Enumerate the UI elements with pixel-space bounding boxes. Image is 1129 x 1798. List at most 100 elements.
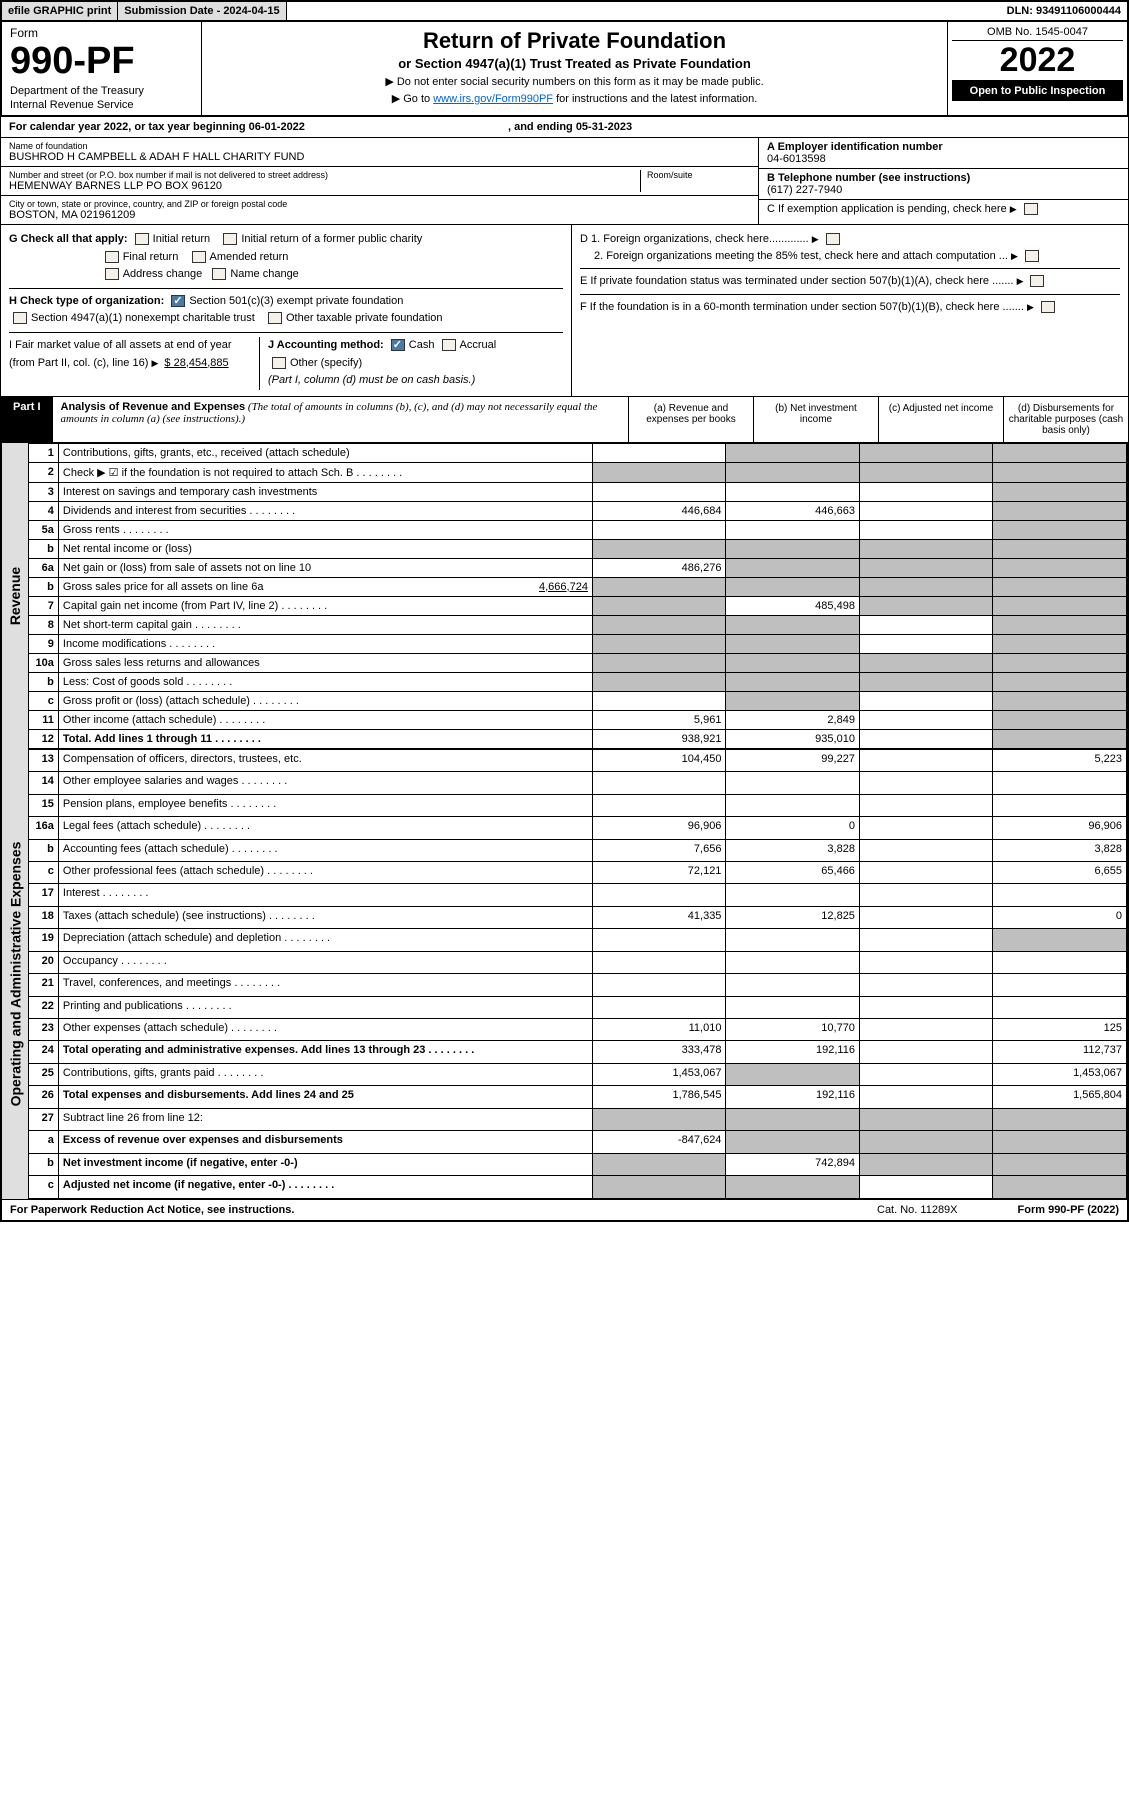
expenses-sidebar: Operating and Administrative Expenses [7, 841, 23, 1106]
footer: For Paperwork Reduction Act Notice, see … [0, 1199, 1129, 1222]
table-row: 1Contributions, gifts, grants, etc., rec… [29, 443, 1127, 462]
top-bar: efile GRAPHIC print Submission Date - 20… [0, 0, 1129, 22]
irs-link[interactable]: www.irs.gov/Form990PF [433, 93, 553, 105]
checkbox-initial[interactable] [135, 233, 149, 245]
checkbox-cash[interactable] [391, 339, 405, 351]
expenses-section: Operating and Administrative Expenses 13… [0, 749, 1129, 1199]
city: BOSTON, MA 021961209 [9, 209, 750, 221]
checkbox-c[interactable] [1024, 203, 1038, 215]
table-row: 10aGross sales less returns and allowanc… [29, 653, 1127, 672]
checkbox-namechg[interactable] [212, 268, 226, 280]
table-row: 12Total. Add lines 1 through 11938,92193… [29, 729, 1127, 748]
arrow-icon [1011, 250, 1021, 262]
table-row: 17Interest [29, 884, 1127, 906]
table-row: 18Taxes (attach schedule) (see instructi… [29, 906, 1127, 928]
arrow-icon [1027, 301, 1037, 313]
table-row: 22Printing and publications [29, 996, 1127, 1018]
instr-ssn: ▶ Do not enter social security numbers o… [212, 75, 937, 88]
checkbox-othertax[interactable] [268, 312, 282, 324]
table-row: 2Check ▶ ☑ if the foundation is not requ… [29, 462, 1127, 482]
table-row: cAdjusted net income (if negative, enter… [29, 1176, 1127, 1199]
table-row: aExcess of revenue over expenses and dis… [29, 1131, 1127, 1153]
part1-tab: Part I [1, 397, 53, 442]
instr-link: ▶ Go to www.irs.gov/Form990PF for instru… [212, 92, 937, 105]
table-row: 23Other expenses (attach schedule)11,010… [29, 1019, 1127, 1041]
foundation-name: BUSHROD H CAMPBELL & ADAH F HALL CHARITY… [9, 151, 750, 163]
telephone: (617) 227-7940 [767, 184, 1120, 196]
form-header: Form 990-PF Department of the Treasury I… [0, 22, 1129, 117]
calendar-year-row: For calendar year 2022, or tax year begi… [0, 117, 1129, 138]
table-row: 19Depreciation (attach schedule) and dep… [29, 929, 1127, 951]
ein-label: A Employer identification number [767, 141, 1120, 153]
dept: Department of the Treasury [10, 85, 193, 97]
table-row: bLess: Cost of goods sold [29, 672, 1127, 691]
dln: DLN: 93491106000444 [1001, 2, 1127, 20]
d1-label: D 1. Foreign organizations, check here..… [580, 233, 809, 245]
col-a-hdr: (a) Revenue and expenses per books [628, 397, 753, 442]
col-b-hdr: (b) Net investment income [753, 397, 878, 442]
form-title: Return of Private Foundation [212, 28, 937, 54]
j-label: J Accounting method: [268, 339, 384, 351]
identity-block: Name of foundation BUSHROD H CAMPBELL & … [0, 138, 1129, 225]
pra-notice: For Paperwork Reduction Act Notice, see … [10, 1204, 294, 1216]
checks-row: G Check all that apply: Initial return I… [0, 225, 1129, 397]
part1-header: Part I Analysis of Revenue and Expenses … [0, 397, 1129, 443]
submission-date: Submission Date - 2024-04-15 [118, 2, 286, 20]
cat-no: Cat. No. 11289X [877, 1204, 958, 1216]
tel-label: B Telephone number (see instructions) [767, 172, 1120, 184]
checkbox-other-method[interactable] [272, 357, 286, 369]
table-row: 4Dividends and interest from securities4… [29, 501, 1127, 520]
checkbox-amended[interactable] [192, 251, 206, 263]
addr-label: Number and street (or P.O. box number if… [9, 170, 640, 180]
checkbox-d2[interactable] [1025, 250, 1039, 262]
checkbox-e[interactable] [1030, 275, 1044, 287]
table-row: 11Other income (attach schedule)5,9612,8… [29, 710, 1127, 729]
room-label: Room/suite [647, 170, 750, 180]
table-row: bGross sales price for all assets on lin… [29, 577, 1127, 596]
address: HEMENWAY BARNES LLP PO BOX 96120 [9, 180, 640, 192]
table-row: 24Total operating and administrative exp… [29, 1041, 1127, 1063]
arrow-icon [1010, 203, 1020, 215]
open-inspection: Open to Public Inspection [952, 81, 1123, 101]
form-number: 990-PF [10, 40, 193, 83]
checkbox-addrchg[interactable] [105, 268, 119, 280]
arrow-icon [151, 357, 161, 369]
table-row: 20Occupancy [29, 951, 1127, 973]
table-row: 8Net short-term capital gain [29, 615, 1127, 634]
checkbox-4947[interactable] [13, 312, 27, 324]
arrow-icon [812, 233, 822, 245]
form-ref: Form 990-PF (2022) [1018, 1204, 1119, 1216]
checkbox-f[interactable] [1041, 301, 1055, 313]
table-row: 26Total expenses and disbursements. Add … [29, 1086, 1127, 1108]
table-row: 25Contributions, gifts, grants paid1,453… [29, 1063, 1127, 1085]
checkbox-d1[interactable] [826, 233, 840, 245]
revenue-section: Revenue 1Contributions, gifts, grants, e… [0, 443, 1129, 749]
table-row: 6aNet gain or (loss) from sale of assets… [29, 558, 1127, 577]
checkbox-accrual[interactable] [442, 339, 456, 351]
table-row: 5aGross rents [29, 520, 1127, 539]
j-note: (Part I, column (d) must be on cash basi… [268, 374, 475, 386]
form-label: Form [10, 26, 193, 40]
table-row: 27Subtract line 26 from line 12: [29, 1108, 1127, 1130]
table-row: bAccounting fees (attach schedule)7,6563… [29, 839, 1127, 861]
d2-label: 2. Foreign organizations meeting the 85%… [594, 250, 1008, 262]
table-row: 7Capital gain net income (from Part IV, … [29, 596, 1127, 615]
checkbox-final[interactable] [105, 251, 119, 263]
name-label: Name of foundation [9, 141, 750, 151]
city-label: City or town, state or province, country… [9, 199, 750, 209]
expenses-table: 13Compensation of officers, directors, t… [28, 749, 1127, 1199]
part1-title: Analysis of Revenue and Expenses [61, 401, 246, 413]
f-label: F If the foundation is in a 60-month ter… [580, 301, 1024, 313]
arrow-icon [1017, 275, 1027, 287]
c-label: C If exemption application is pending, c… [767, 203, 1007, 215]
checkbox-initial-former[interactable] [223, 233, 237, 245]
g-label: G Check all that apply: [9, 233, 128, 245]
irs: Internal Revenue Service [10, 99, 193, 111]
efile-label[interactable]: efile GRAPHIC print [2, 2, 118, 20]
checkbox-501c3[interactable] [171, 295, 185, 307]
table-row: bNet investment income (if negative, ent… [29, 1153, 1127, 1175]
table-row: 14Other employee salaries and wages [29, 772, 1127, 794]
table-row: 9Income modifications [29, 634, 1127, 653]
table-row: 3Interest on savings and temporary cash … [29, 482, 1127, 501]
omb: OMB No. 1545-0047 [952, 26, 1123, 41]
